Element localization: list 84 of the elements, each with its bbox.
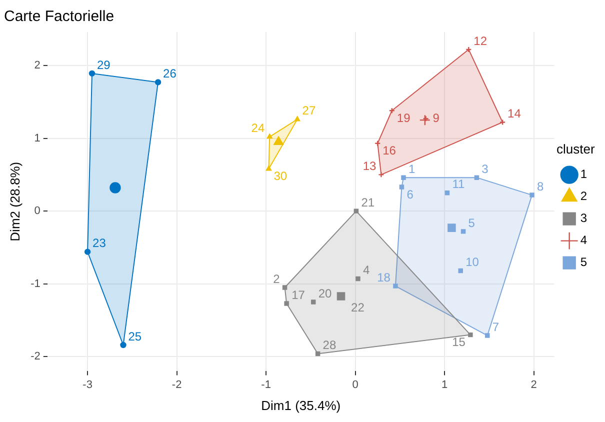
point (354, 208, 359, 214)
point (378, 172, 384, 178)
point (266, 166, 272, 171)
legend-label: 3 (580, 211, 588, 226)
y-tick-label: 2 (34, 60, 40, 72)
point (266, 134, 272, 139)
point (474, 175, 480, 180)
annotation: 22 (351, 300, 365, 315)
annotation: 12 (474, 34, 488, 48)
annotation: 23 (92, 236, 106, 250)
annotation: 29 (97, 58, 111, 72)
point (399, 184, 404, 190)
annotation: 6 (406, 187, 414, 202)
point (336, 292, 346, 300)
x-tick-label: -1 (261, 378, 271, 391)
point (485, 333, 490, 338)
annotation: 3 (482, 162, 489, 176)
legend-label: 4 (580, 233, 588, 248)
legend-label: 5 (580, 255, 588, 270)
annotation: 9 (432, 110, 440, 125)
annotation: 8 (537, 179, 544, 194)
point (154, 79, 162, 86)
point (388, 108, 395, 114)
annotation: 18 (377, 270, 391, 284)
y-tick-label: -1 (30, 278, 40, 290)
point (294, 116, 300, 122)
annotation: 25 (128, 329, 142, 344)
annotation: 24 (251, 121, 265, 136)
point (444, 190, 450, 196)
y-axis-title: Dim2 (28.8%) (7, 162, 22, 242)
point (419, 114, 431, 126)
point (499, 119, 506, 126)
point (458, 268, 463, 274)
point (468, 332, 473, 338)
point (284, 301, 289, 306)
annotation: 17 (292, 288, 306, 302)
point (120, 342, 126, 348)
annotation: 2 (273, 272, 280, 286)
x-tick-label: 1 (441, 378, 448, 391)
annotation: 28 (322, 338, 336, 352)
point (84, 248, 91, 255)
point (393, 284, 398, 288)
point (310, 300, 316, 304)
annotation: 10 (466, 255, 480, 270)
point (356, 276, 360, 282)
legend-label: 2 (580, 189, 588, 204)
point (88, 70, 96, 77)
x-tick-label: 0 (352, 378, 358, 391)
annotation: 20 (318, 286, 332, 300)
chart-title: Carte Factorielle (4, 8, 114, 26)
point (274, 136, 284, 146)
x-tick-label: 2 (530, 378, 537, 391)
annotation: 13 (362, 158, 377, 173)
legend-title: cluster (556, 141, 596, 156)
annotation: 21 (361, 195, 375, 210)
annotation: 5 (468, 216, 476, 230)
point (530, 192, 534, 198)
annotation: 16 (382, 144, 396, 158)
annotation: 11 (452, 177, 466, 192)
x-tick-label: -3 (82, 378, 92, 391)
point (401, 175, 406, 180)
annotation: 19 (396, 110, 411, 125)
point (110, 182, 121, 194)
annotation: 4 (362, 263, 370, 278)
point (282, 285, 288, 290)
x-tick-label: -2 (172, 378, 182, 391)
x-axis-title: Dim1 (35.4%) (261, 398, 341, 413)
annotation: 14 (508, 106, 522, 121)
point (422, 116, 429, 122)
point (448, 224, 456, 232)
point (466, 46, 472, 53)
point (460, 229, 466, 234)
point (374, 140, 381, 146)
legend-label: 1 (580, 167, 588, 182)
annotation: 7 (492, 320, 500, 334)
annotation: 1 (408, 162, 416, 176)
annotation: 26 (163, 66, 177, 81)
annotation: 27 (302, 104, 316, 118)
y-tick-label: -2 (30, 350, 40, 363)
point (315, 351, 320, 356)
y-tick-label: 1 (34, 132, 40, 144)
annotation: 15 (452, 335, 466, 350)
y-tick-label: 0 (34, 205, 40, 218)
annotation: 30 (274, 169, 288, 184)
